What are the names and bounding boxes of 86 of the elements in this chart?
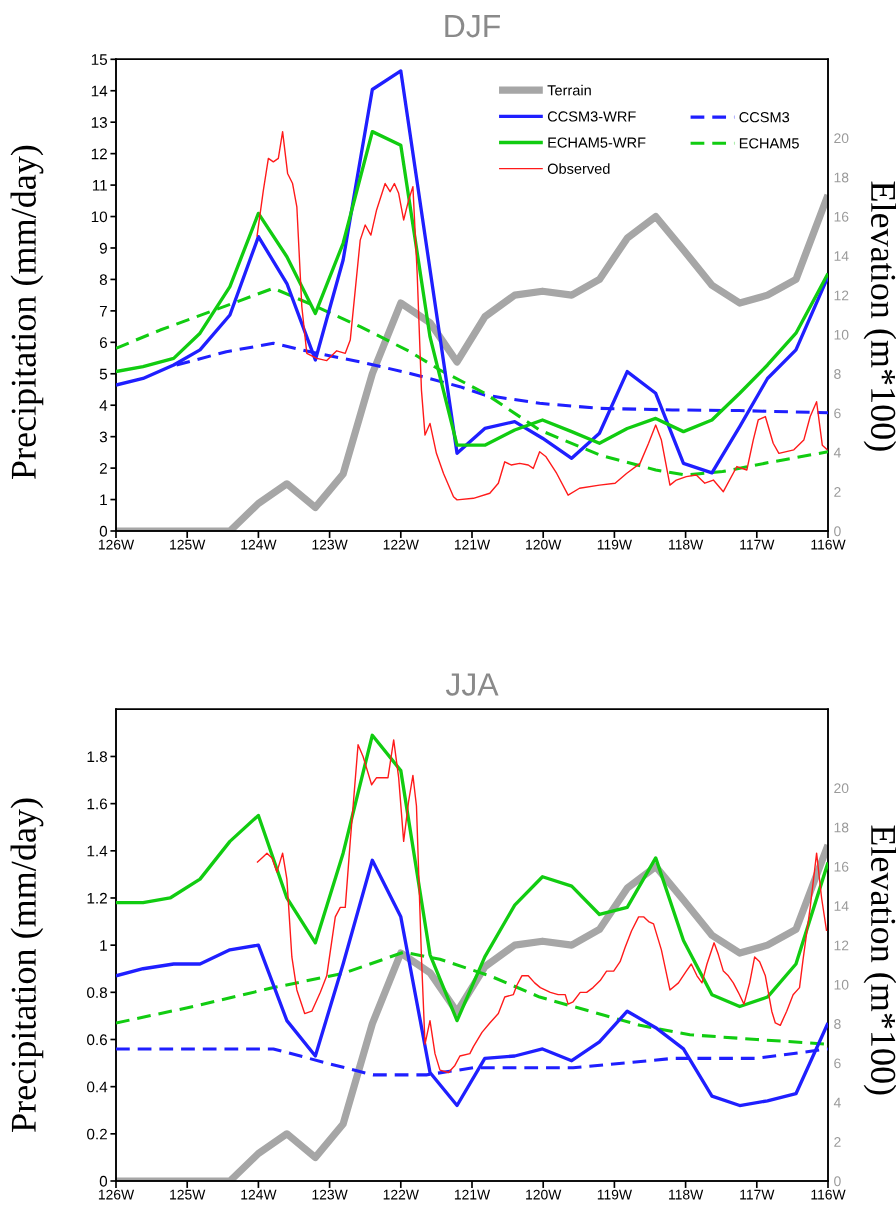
y2-tick-label: 10 (834, 979, 849, 990)
y-axis-title: Precipitation (mm/day) (10, 798, 44, 1132)
y-tick-label: 1.4 (87, 845, 108, 857)
legend-label: ECHAM5 (739, 138, 799, 149)
y2-axis-title: Elevation (m*100) (863, 825, 896, 1095)
chart-title: DJF (445, 15, 500, 38)
x-tick-label: 124W (241, 539, 277, 550)
legend-label: ECHAM5-WRF (548, 137, 646, 148)
x-tick-label: 118W (669, 539, 704, 550)
x-tick-label: 126W (98, 539, 135, 550)
x-tick-label: 117W (740, 1189, 775, 1200)
y-tick-label: 8 (99, 274, 107, 286)
y-tick-label: 0.8 (87, 987, 107, 999)
y2-tick-label: 20 (834, 783, 849, 794)
y-tick-label: 1.2 (87, 892, 107, 904)
y2-tick-label: 0 (834, 1176, 841, 1187)
x-tick-label: 124W (241, 1189, 277, 1200)
y2-tick-label: 4 (833, 1097, 841, 1108)
legend-label: Terrain (547, 84, 591, 96)
x-tick-label: 121W (454, 539, 491, 550)
y2-tick-label: 12 (834, 290, 849, 301)
y-tick-label: 14 (91, 85, 108, 97)
y-tick-label: 15 (91, 54, 108, 65)
x-tick-label: 121W (454, 1189, 491, 1200)
y-tick-label: 1 (100, 940, 107, 951)
legend-label: CCSM3 (739, 112, 790, 123)
x-tick-label: 122W (383, 539, 419, 550)
y2-tick-label: 2 (834, 487, 841, 497)
x-tick-label: 116W (811, 539, 846, 550)
y2-tick-label: 10 (834, 329, 849, 340)
y2-tick-label: 12 (834, 940, 849, 951)
x-tick-label: 118W (669, 1189, 704, 1200)
y-tick-label: 7 (99, 305, 107, 317)
y2-tick-label: 14 (834, 251, 849, 261)
x-tick-label: 120W (526, 539, 562, 550)
line-series (256, 130, 828, 501)
y-tick-label: 13 (91, 117, 107, 128)
y2-tick-label: 4 (833, 447, 841, 458)
y2-tick-label: 6 (834, 1058, 841, 1069)
y-tick-label: 9 (99, 242, 107, 254)
y-axis-title: Precipitation (mm/day) (10, 145, 44, 480)
y-tick-label: 11 (92, 180, 107, 191)
y-tick-label: 2 (99, 462, 107, 474)
x-tick-label: 119W (597, 539, 632, 550)
line-series (256, 739, 828, 1074)
y2-axis-title: Elevation (m*100) (863, 181, 896, 451)
y-tick-label: 12 (91, 148, 107, 160)
x-tick-label: 120W (526, 1189, 562, 1200)
y-tick-label: 4 (99, 400, 108, 411)
y-tick-label: 0.4 (87, 1081, 108, 1093)
y-tick-label: 3 (99, 431, 107, 443)
x-tick-label: 125W (170, 539, 206, 550)
y-tick-label: 5 (99, 368, 108, 380)
y2-tick-label: 6 (834, 408, 841, 419)
y2-tick-label: 16 (834, 211, 849, 222)
y2-tick-label: 0 (834, 526, 841, 537)
x-tick-label: 122W (383, 1189, 419, 1200)
legend-label: Observed (547, 163, 610, 174)
x-tick-label: 117W (740, 539, 775, 550)
chart-title: JJA (445, 673, 499, 696)
line-series (116, 69, 828, 475)
y-tick-label: 1.8 (87, 751, 107, 763)
x-tick-label: 119W (597, 1189, 632, 1200)
x-tick-label: 123W (312, 539, 348, 550)
y-tick-label: 0.6 (87, 1034, 107, 1046)
y2-tick-label: 18 (834, 172, 849, 183)
x-tick-label: 126W (98, 1189, 135, 1200)
y2-tick-label: 2 (834, 1137, 841, 1147)
x-tick-label: 123W (312, 1189, 348, 1200)
y2-tick-label: 20 (834, 133, 849, 144)
y-tick-label: 0 (99, 525, 108, 537)
y2-tick-label: 18 (834, 822, 849, 833)
y2-tick-label: 8 (834, 369, 841, 379)
legend-label: CCSM3-WRF (547, 111, 636, 122)
y2-tick-label: 14 (834, 901, 849, 911)
x-tick-label: 116W (811, 1189, 846, 1200)
y-tick-label: 1.6 (87, 798, 107, 810)
x-tick-label: 125W (170, 1189, 206, 1200)
y-tick-label: 10 (91, 211, 108, 223)
y-tick-label: 6 (99, 337, 107, 349)
line-series (116, 858, 828, 1108)
y-tick-label: 0 (99, 1175, 108, 1187)
y2-tick-label: 8 (834, 1019, 841, 1029)
y-tick-label: 0.2 (87, 1128, 107, 1140)
y-tick-label: 1 (100, 494, 107, 506)
y2-tick-label: 16 (834, 861, 849, 872)
